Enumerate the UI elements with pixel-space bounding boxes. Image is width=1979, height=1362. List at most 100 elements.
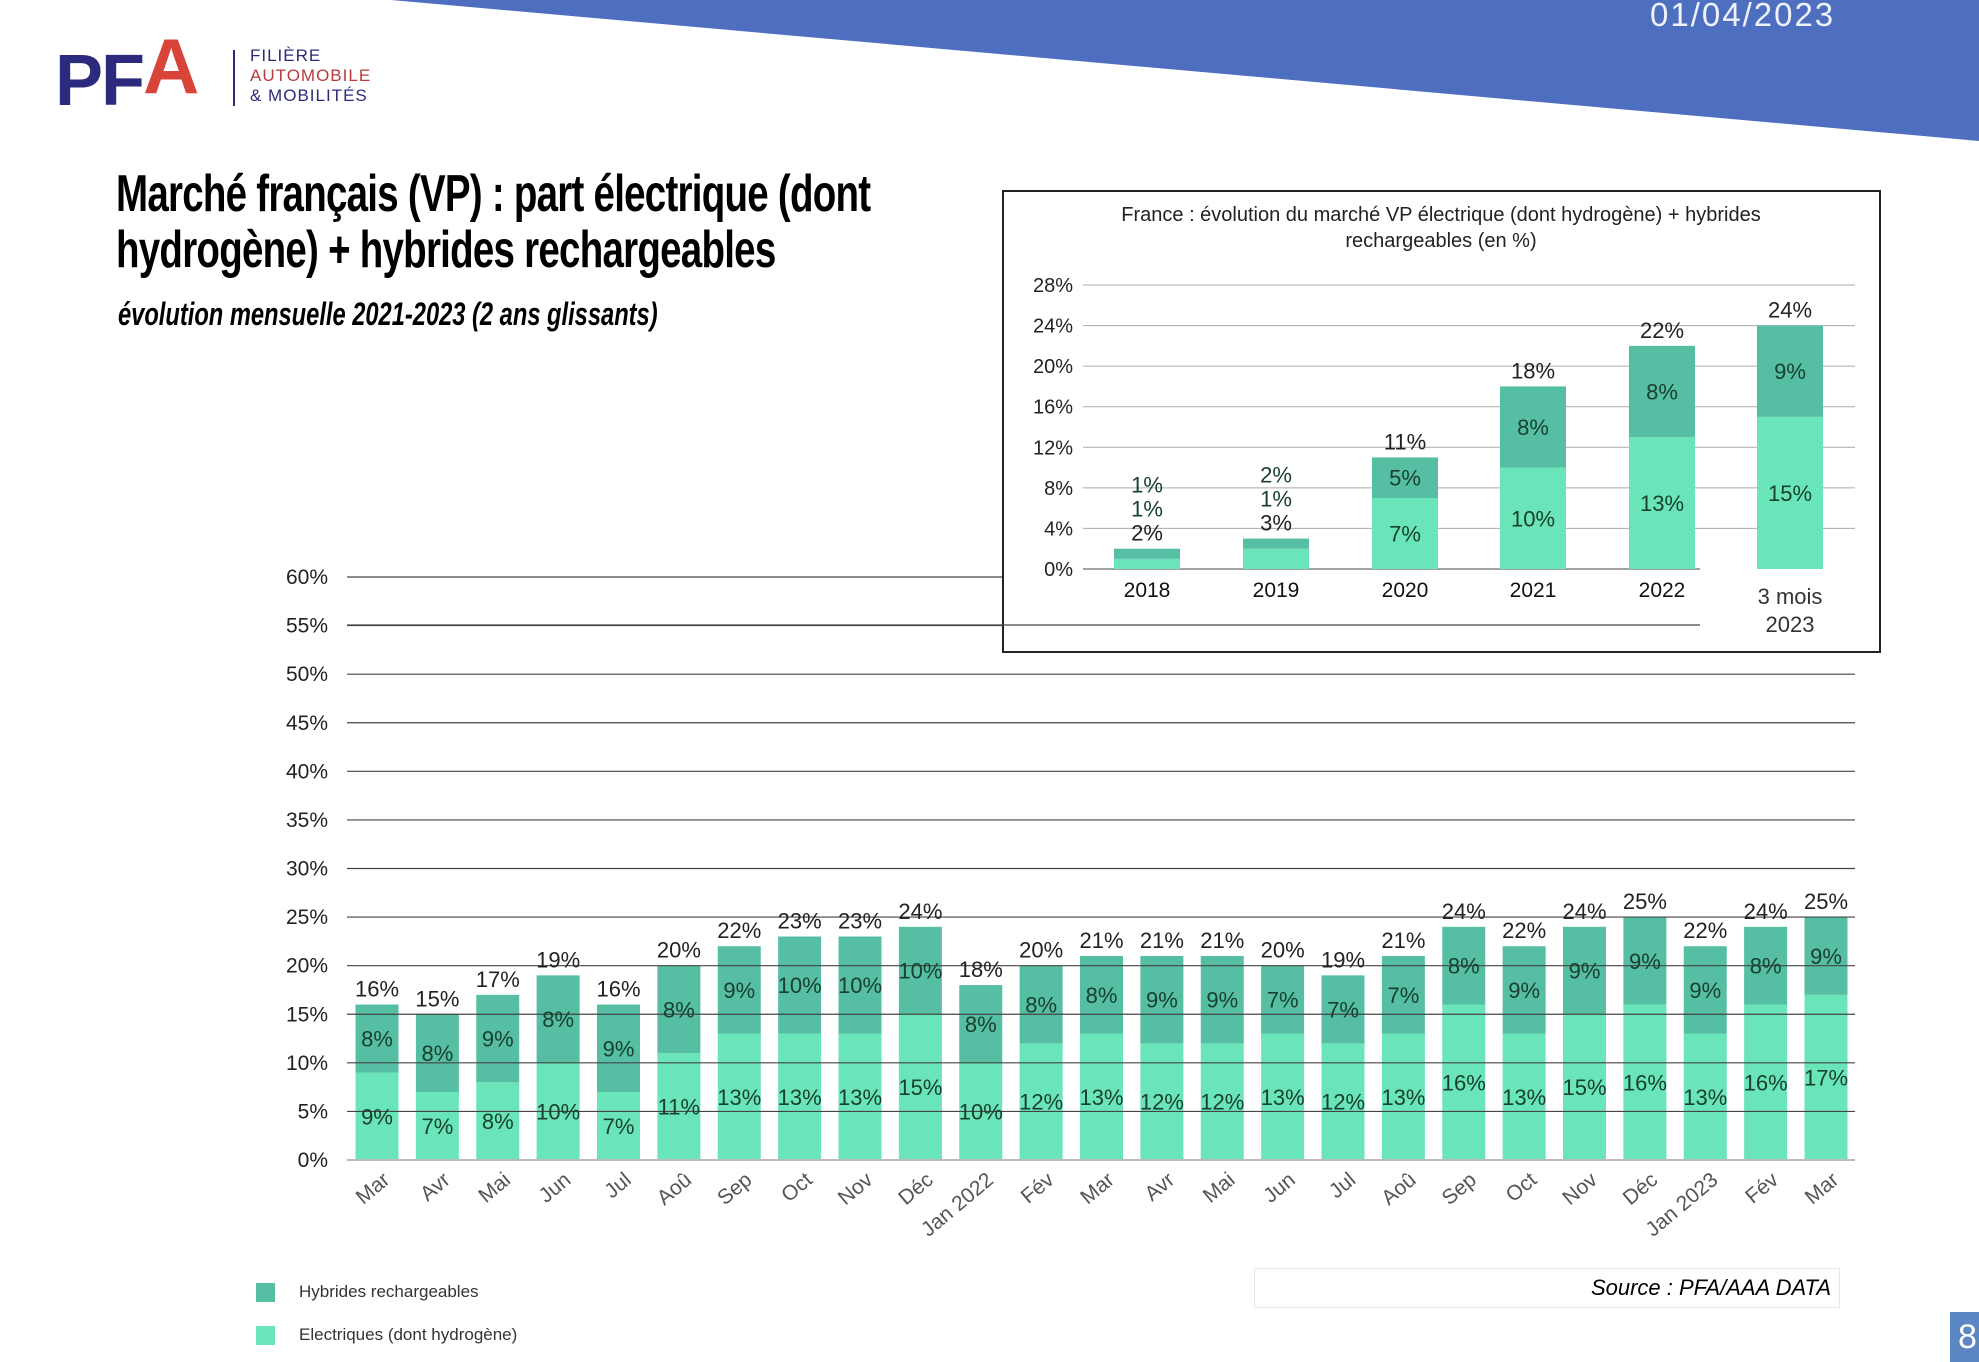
bar-electric: [355, 1072, 399, 1160]
data-label-hybrid: 9%: [482, 1027, 514, 1052]
legend-swatch-hybrid: [256, 1282, 275, 1302]
inset-data-label-hybrid: 8%: [1517, 415, 1549, 440]
title-line1: Marché français (VP) : part électrique (…: [116, 165, 871, 223]
page-number: 8: [1950, 1312, 1979, 1362]
logo-line3: & MOBILITÉS: [250, 86, 368, 105]
inset-data-label-hybrid: 1%: [1260, 487, 1292, 512]
data-label-hybrid: 7%: [1327, 997, 1359, 1022]
y-tick-label: 60%: [286, 566, 328, 589]
y-tick-label: 35%: [286, 809, 328, 832]
legend-label-electric: Electriques (dont hydrogène): [299, 1325, 518, 1344]
data-label-total: 21%: [1079, 928, 1123, 953]
data-label-hybrid: 8%: [1086, 983, 1118, 1008]
data-label-hybrid: 8%: [361, 1027, 393, 1052]
data-label-total: 20%: [1261, 938, 1305, 963]
bar-electric: [1502, 1033, 1546, 1160]
inset-data-label-electric: 1%: [1131, 473, 1163, 498]
bar-electric: [778, 1033, 822, 1160]
inset-bar-electric: [1757, 416, 1823, 569]
data-label-total: 16%: [355, 977, 399, 1002]
data-label-total: 15%: [415, 986, 459, 1011]
header-band: [391, 0, 1979, 141]
data-label-hybrid: 9%: [603, 1036, 635, 1061]
data-label-total: 19%: [1321, 947, 1365, 972]
inset-bar-hybrid: [1372, 457, 1438, 498]
data-label-electric: 15%: [898, 1075, 942, 1100]
data-label-hybrid: 7%: [1267, 988, 1299, 1013]
x-tick-label: Oct: [1502, 1168, 1542, 1207]
bar-hybrid: [597, 1004, 640, 1092]
inset-bar-electric: [1500, 467, 1566, 569]
y-tick-label: 5%: [298, 1100, 328, 1123]
bar-hybrid: [476, 994, 520, 1083]
inset-y-tick-label: 4%: [1044, 518, 1073, 540]
bar-electric: [1683, 1033, 1727, 1160]
data-label-electric: 13%: [717, 1085, 761, 1110]
y-tick-label: 20%: [286, 955, 328, 978]
y-tick-label: 50%: [286, 663, 328, 686]
x-tick-label: Jul: [1325, 1168, 1360, 1203]
page-title: Marché français (VP) : part électrique (…: [116, 165, 871, 278]
data-label-total: 19%: [536, 947, 580, 972]
inset-y-tick-label: 12%: [1033, 437, 1073, 459]
data-label-hybrid: 8%: [965, 1012, 997, 1037]
x-tick-label: Sep: [1438, 1168, 1481, 1210]
date-label: 01/04/2023: [1650, 0, 1836, 33]
bar-electric: [597, 1091, 640, 1160]
inset-data-label-total: 2%: [1131, 521, 1163, 546]
page-subtitle: évolution mensuelle 2021-2023 (2 ans gli…: [118, 296, 658, 332]
data-label-hybrid: 9%: [1146, 988, 1178, 1013]
inset-bar-hybrid: [1757, 325, 1823, 417]
y-tick-label: 15%: [286, 1003, 328, 1026]
bar-hybrid: [1804, 917, 1848, 995]
legend-swatch-electric: [256, 1325, 275, 1345]
legend-label-hybrid: Hybrides rechargeables: [299, 1282, 479, 1301]
data-label-electric: 13%: [1381, 1085, 1425, 1110]
data-label-electric: 13%: [838, 1085, 882, 1110]
x-tick-label: Jul: [600, 1168, 635, 1203]
bar-electric: [898, 1014, 942, 1160]
data-label-electric: 13%: [778, 1085, 822, 1110]
inset-x-tick-label: 2021: [1510, 579, 1557, 602]
bar-hybrid: [1563, 926, 1606, 1015]
bar-hybrid: [1623, 917, 1667, 1005]
bar-hybrid: [1019, 965, 1063, 1044]
bar-electric: [476, 1082, 520, 1160]
bar-electric: [1381, 1033, 1425, 1160]
data-label-hybrid: 9%: [1629, 949, 1661, 974]
data-label-hybrid: 9%: [1810, 944, 1842, 969]
y-tick-label: 40%: [286, 760, 328, 783]
inset-title-line1: France : évolution du marché VP électriq…: [1121, 204, 1760, 226]
data-label-total: 17%: [476, 967, 520, 992]
bar-hybrid: [355, 1004, 399, 1073]
data-label-total: 22%: [717, 918, 761, 943]
y-tick-label: 10%: [286, 1052, 328, 1075]
data-label-electric: 12%: [1140, 1090, 1184, 1115]
logo-mark: PFA: [55, 22, 199, 121]
logo-text: FILIÈRE AUTOMOBILE & MOBILITÉS: [250, 46, 371, 106]
data-label-hybrid: 7%: [1387, 983, 1419, 1008]
bar-electric: [1261, 1033, 1305, 1160]
inset-bar-hybrid: [1629, 345, 1695, 438]
data-label-total: 23%: [838, 909, 882, 934]
inset-x-tick-label: 2018: [1124, 579, 1171, 602]
bar-electric: [657, 1053, 701, 1160]
inset-bar-electric: [1372, 498, 1438, 569]
data-label-electric: 12%: [1321, 1090, 1365, 1115]
bar-electric: [1442, 1004, 1486, 1160]
data-label-total: 22%: [1683, 918, 1727, 943]
data-label-hybrid: 8%: [1025, 993, 1057, 1018]
data-label-hybrid: 9%: [1508, 978, 1540, 1003]
data-label-electric: 12%: [1200, 1090, 1244, 1115]
data-label-electric: 13%: [1261, 1085, 1305, 1110]
data-label-hybrid: 9%: [1206, 988, 1238, 1013]
inset-data-label-total: 18%: [1511, 358, 1555, 383]
inset-data-label-total: 24%: [1768, 298, 1812, 323]
inset-y-tick-label: 16%: [1033, 397, 1073, 419]
data-label-total: 24%: [1562, 899, 1606, 924]
data-label-total: 25%: [1804, 889, 1848, 914]
inset-data-label-hybrid: 1%: [1131, 497, 1163, 522]
x-tick-label: Mai: [474, 1168, 515, 1207]
data-label-electric: 17%: [1804, 1065, 1848, 1090]
bar-hybrid: [1080, 955, 1123, 1034]
